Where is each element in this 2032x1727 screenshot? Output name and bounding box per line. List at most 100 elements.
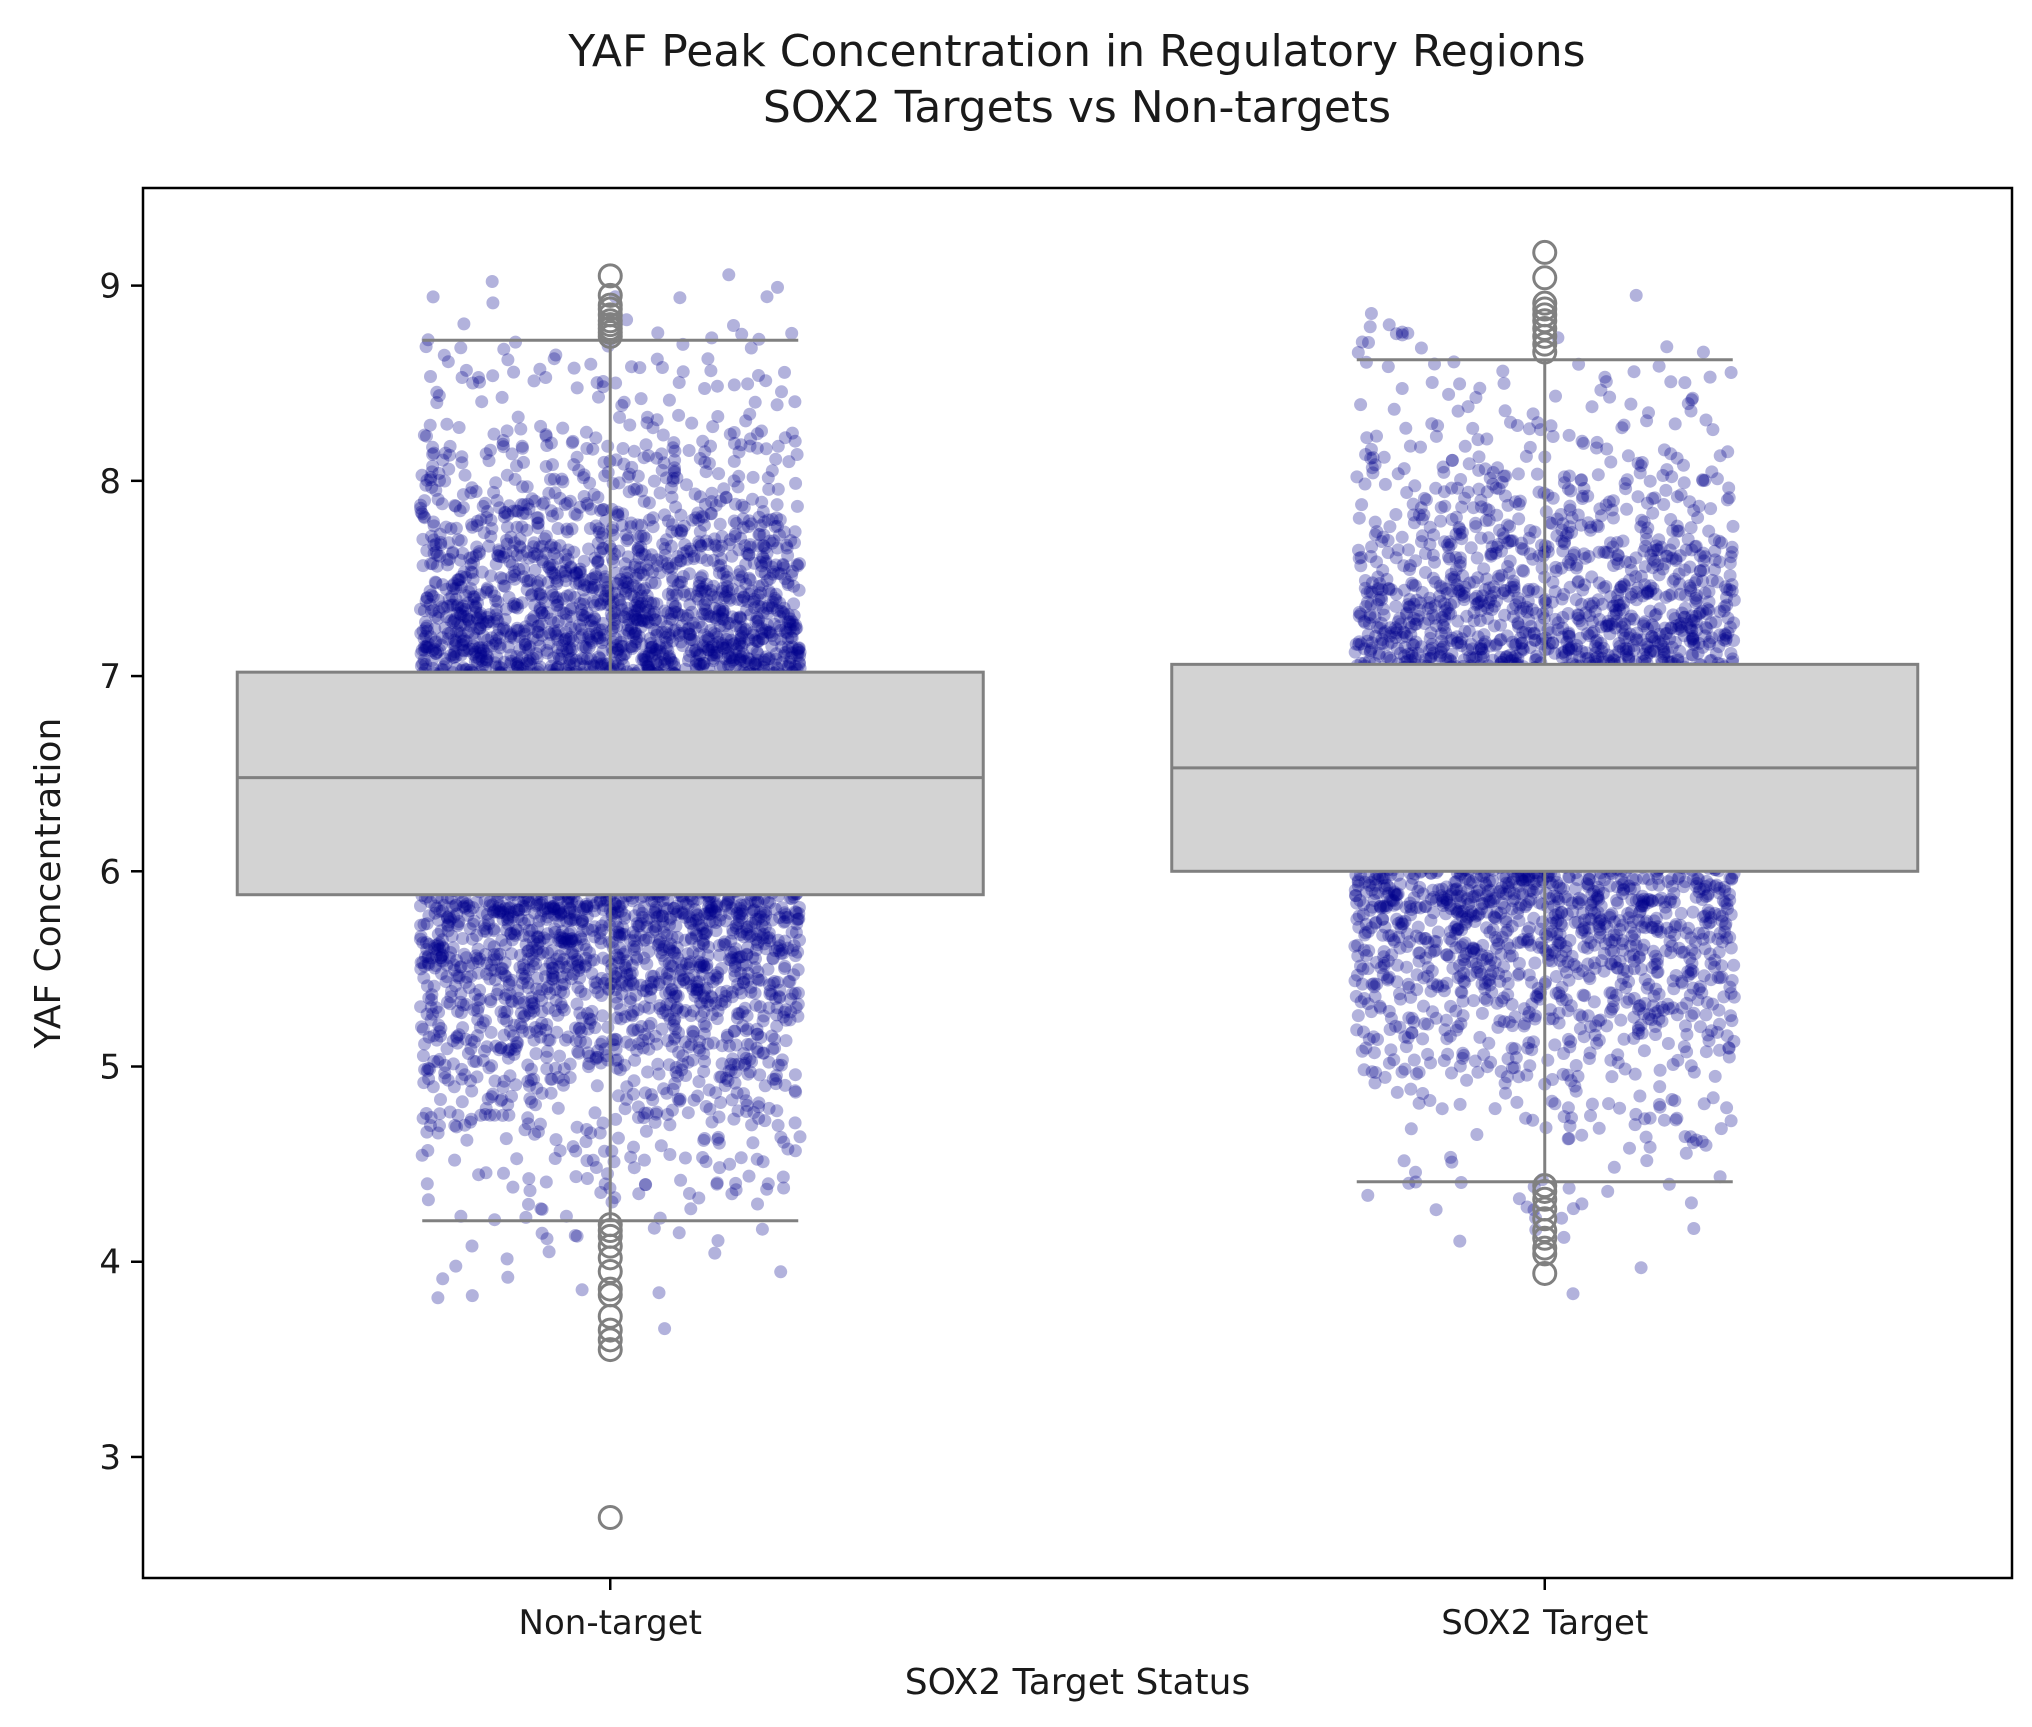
strip-point bbox=[428, 906, 442, 920]
strip-point bbox=[785, 564, 799, 578]
strip-point bbox=[466, 642, 479, 656]
strip-point bbox=[482, 1061, 496, 1075]
strip-point bbox=[644, 982, 658, 996]
strip-point bbox=[631, 543, 645, 556]
strip-point bbox=[771, 280, 784, 294]
strip-point bbox=[628, 560, 642, 574]
strip-point bbox=[634, 392, 648, 406]
strip-point bbox=[668, 600, 682, 614]
strip-point bbox=[663, 1148, 677, 1161]
strip-point bbox=[592, 650, 606, 664]
strip-point bbox=[698, 497, 712, 511]
strip-point bbox=[620, 313, 634, 327]
strip-point bbox=[418, 1037, 432, 1051]
strip-point bbox=[515, 976, 529, 990]
strip-point bbox=[739, 414, 753, 428]
strip-point bbox=[451, 1004, 465, 1018]
strip-point bbox=[510, 548, 524, 562]
strip-point bbox=[528, 1127, 542, 1141]
strip-point bbox=[539, 1175, 553, 1189]
strip-point bbox=[534, 419, 548, 433]
strip-point bbox=[737, 500, 751, 514]
strip-point bbox=[478, 1108, 492, 1121]
strip-point bbox=[436, 578, 450, 592]
strip-point bbox=[683, 649, 696, 663]
strip-point bbox=[693, 575, 707, 589]
strip-point bbox=[633, 599, 647, 613]
strip-point bbox=[638, 1178, 652, 1192]
strip-point bbox=[733, 901, 747, 915]
strip-point bbox=[740, 947, 754, 961]
strip-point bbox=[677, 973, 691, 987]
strip-point bbox=[788, 395, 802, 409]
strip-point bbox=[476, 1016, 490, 1030]
strip-point bbox=[666, 959, 680, 973]
strip-point bbox=[641, 659, 655, 673]
strip-point bbox=[672, 626, 686, 640]
strip-point bbox=[697, 1017, 711, 1031]
strip-point bbox=[550, 599, 564, 612]
strip-point bbox=[679, 1004, 693, 1017]
strip-point bbox=[724, 934, 738, 948]
strip-point bbox=[711, 1234, 725, 1248]
strip-point bbox=[482, 454, 496, 468]
strip-point bbox=[760, 574, 774, 588]
strip-point bbox=[518, 1123, 532, 1137]
strip-point bbox=[487, 940, 501, 954]
strip-point bbox=[610, 1011, 624, 1025]
strip-point bbox=[673, 1092, 687, 1106]
strip-point bbox=[620, 979, 634, 993]
strip-point bbox=[652, 1067, 666, 1081]
strip-point bbox=[662, 1058, 676, 1072]
strip-point bbox=[680, 478, 693, 492]
strip-point bbox=[559, 625, 573, 639]
strip-point bbox=[501, 508, 515, 522]
strip-point bbox=[751, 912, 765, 926]
strip-point bbox=[592, 525, 606, 539]
strip-point bbox=[428, 575, 442, 589]
strip-point bbox=[426, 290, 440, 304]
strip-point bbox=[576, 914, 589, 928]
strip-point bbox=[442, 536, 456, 550]
strip-point bbox=[692, 1041, 706, 1055]
strip-point bbox=[642, 496, 656, 510]
strip-point bbox=[634, 566, 648, 580]
strip-point bbox=[557, 606, 571, 620]
strip-point bbox=[473, 641, 487, 655]
strip-point bbox=[595, 923, 609, 937]
strip-point bbox=[503, 987, 517, 1001]
strip-point bbox=[421, 1193, 435, 1207]
strip-point bbox=[611, 1131, 625, 1145]
strip-point bbox=[456, 900, 470, 914]
strip-point bbox=[789, 1085, 803, 1099]
strip-point bbox=[675, 524, 689, 538]
strip-point bbox=[451, 917, 465, 931]
strip-point bbox=[683, 1187, 696, 1200]
strip-point bbox=[788, 525, 802, 539]
strip-point bbox=[727, 319, 740, 332]
strip-point bbox=[755, 622, 769, 636]
strip-point bbox=[569, 1170, 583, 1184]
strip-point bbox=[640, 612, 654, 626]
strip-point bbox=[700, 995, 714, 1009]
strip-point bbox=[441, 1073, 455, 1087]
strip-point bbox=[686, 513, 700, 527]
strip-point bbox=[610, 948, 624, 962]
strip-point bbox=[539, 429, 553, 443]
strip-point bbox=[658, 652, 672, 666]
strip-point bbox=[417, 510, 431, 524]
strip-point bbox=[745, 916, 759, 930]
strip-point bbox=[706, 654, 720, 668]
strip-point bbox=[456, 895, 470, 909]
strip-point bbox=[667, 656, 681, 670]
strip-point bbox=[529, 957, 543, 971]
strip-point bbox=[589, 1052, 603, 1066]
strip-point bbox=[474, 611, 488, 625]
strip-point bbox=[645, 548, 659, 562]
strip-point bbox=[524, 589, 538, 602]
strip-point bbox=[715, 1039, 729, 1053]
strip-point bbox=[704, 903, 718, 917]
strip-point bbox=[649, 923, 662, 937]
strip-point bbox=[485, 585, 498, 599]
strip-point bbox=[486, 296, 500, 310]
